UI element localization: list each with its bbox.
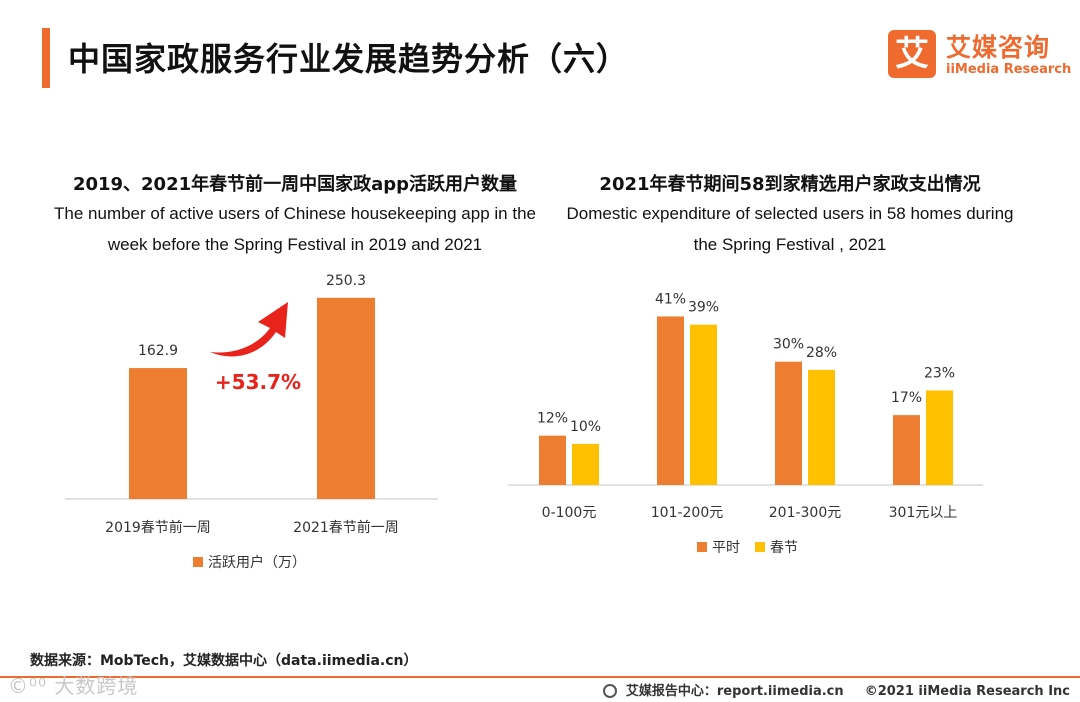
- right-bar-0-1: [572, 443, 599, 485]
- footer-copyright: ©2021 iiMedia Research Inc: [864, 684, 1070, 699]
- left-x-tick-1: 2021春节前一周: [293, 519, 399, 536]
- page-title: 中国家政服务行业发展趋势分析（六）: [68, 40, 630, 78]
- right-bar-1-1: [690, 324, 717, 485]
- right-legend-label-0: 平时: [712, 540, 740, 556]
- left-chart-title-en: The number of active users of Chinese ho…: [54, 204, 536, 254]
- right-legend-label-1: 春节: [770, 540, 798, 556]
- right-x-tick-1: 101-200元: [651, 505, 724, 521]
- right-chart-title-cn: 2021年春节期间58到家精选用户家政支出情况: [599, 174, 981, 195]
- growth-annotation: +53.7%: [215, 370, 301, 394]
- right-bar-value-1-1: 39%: [688, 300, 719, 316]
- logo-text-en: iiMedia Research: [946, 62, 1072, 77]
- right-bar-2-1: [808, 369, 835, 485]
- right-x-tick-2: 201-300元: [769, 505, 842, 521]
- logo-mark-icon: 艾: [888, 30, 936, 78]
- left-bar-1: [317, 297, 375, 499]
- globe-icon: [603, 684, 618, 698]
- title-accent-bar: [42, 28, 50, 88]
- iimedia-logo[interactable]: 艾 艾媒咨询 iiMedia Research: [888, 30, 1072, 82]
- right-legend-swatch-0: [697, 542, 707, 552]
- right-bar-value-2-1: 28%: [806, 345, 837, 361]
- logo-text-cn: 艾媒咨询: [946, 33, 1051, 62]
- growth-arrow-icon: [210, 302, 288, 357]
- right-bar-value-2-0: 30%: [773, 337, 804, 353]
- left-bar-value-0: 162.9: [138, 343, 178, 359]
- right-bar-3-1: [926, 390, 953, 485]
- left-legend-swatch: [193, 557, 203, 567]
- right-bar-1-0: [657, 316, 684, 485]
- right-bar-value-0-0: 12%: [537, 411, 568, 427]
- right-bar-value-1-0: 41%: [655, 291, 686, 307]
- left-bar-0: [129, 368, 187, 499]
- right-chart-title-en: Domestic expenditure of selected users i…: [566, 204, 1014, 254]
- right-bar-3-0: [893, 415, 920, 485]
- data-source: 数据来源：MobTech，艾媒数据中心（data.iimedia.cn）: [30, 653, 418, 669]
- left-x-tick-0: 2019春节前一周: [105, 519, 211, 536]
- right-bar-0-0: [539, 435, 566, 485]
- right-bar-value-3-1: 23%: [924, 365, 955, 381]
- right-bar-value-3-0: 17%: [891, 390, 922, 406]
- left-bar-value-1: 250.3: [326, 273, 366, 289]
- watermark-text: ©⁰⁰ 大数跨境: [8, 674, 139, 698]
- left-chart-title-cn: 2019、2021年春节前一周中国家政app活跃用户数量: [72, 174, 518, 195]
- right-legend-swatch-1: [755, 542, 765, 552]
- right-bar-value-0-1: 10%: [570, 419, 601, 435]
- footer-report-info: 艾媒报告中心：report.iimedia.cn ©2021 iiMedia R…: [603, 680, 1070, 699]
- right-bar-2-0: [775, 361, 802, 485]
- footer-report-link[interactable]: 艾媒报告中心：report.iimedia.cn: [625, 684, 844, 699]
- right-x-tick-0: 0-100元: [542, 505, 597, 521]
- right-x-tick-3: 301元以上: [889, 505, 958, 521]
- left-legend-label: 活跃用户（万）: [208, 554, 306, 571]
- footer-divider: [0, 676, 1080, 678]
